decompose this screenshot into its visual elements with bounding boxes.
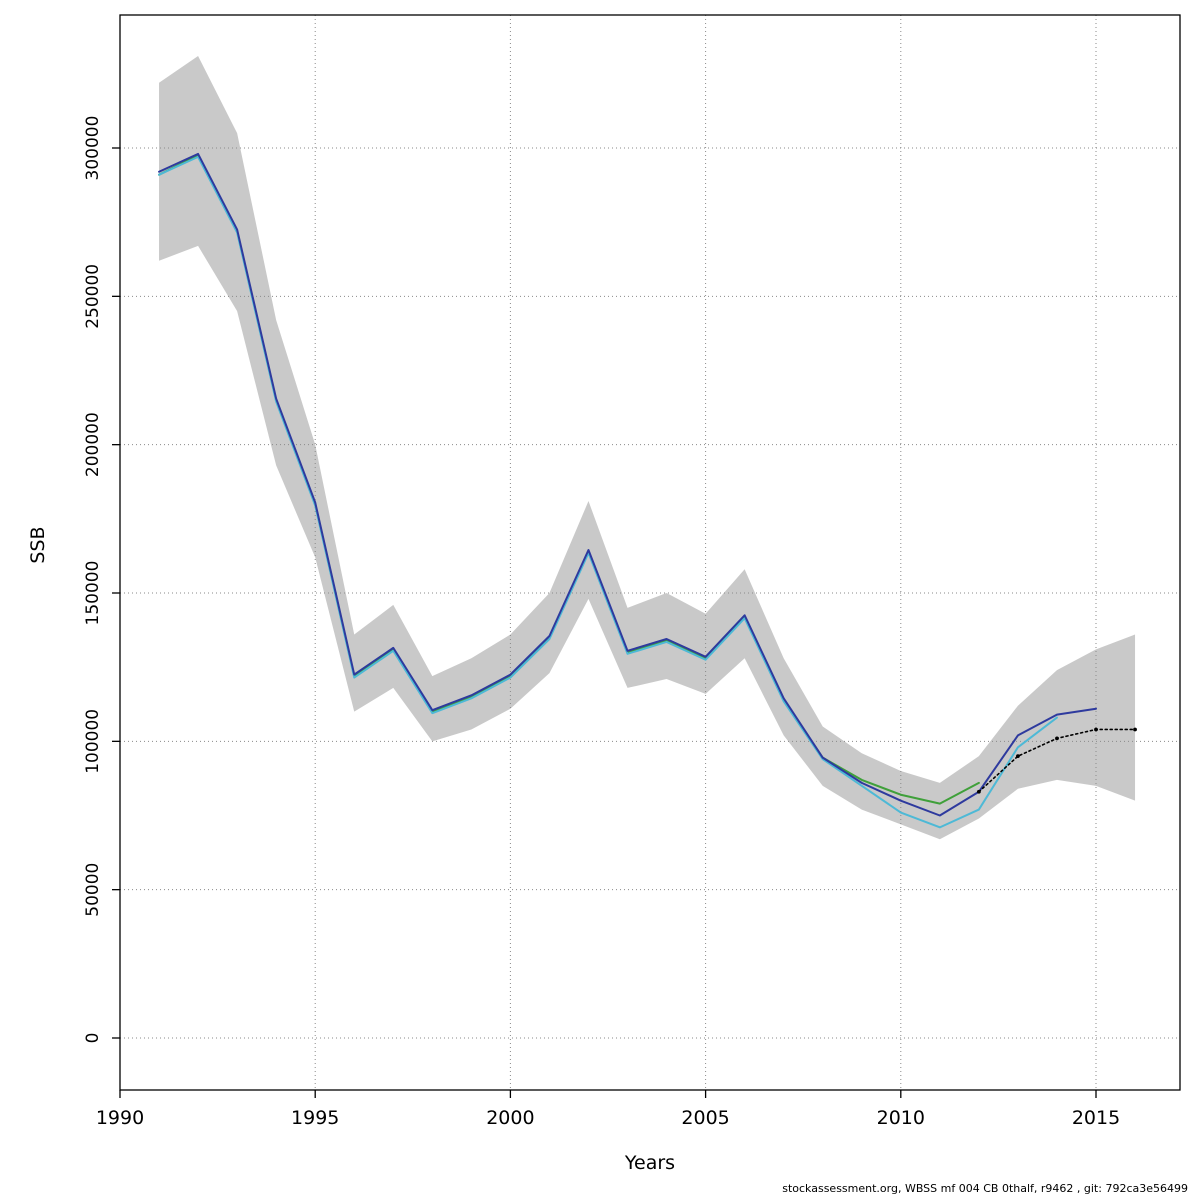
y-tick-label: 300000 xyxy=(83,116,103,181)
x-tick-label: 1995 xyxy=(291,1107,339,1129)
y-tick-label: 50000 xyxy=(83,863,103,917)
x-tick-label: 2000 xyxy=(486,1107,534,1129)
confidence-band xyxy=(159,56,1136,840)
retro-run-green xyxy=(158,154,980,805)
footer-caption: stockassessment.org, WBSS mf 004 CB 0tha… xyxy=(782,1182,1188,1195)
y-tick-label: 100000 xyxy=(83,709,103,774)
current-run-blue xyxy=(158,152,1097,817)
axes: 1990 1995 2000 2005 2010 2015 0 50000 100000 1500… xyxy=(83,116,1120,1129)
y-tick-label: 150000 xyxy=(83,561,103,626)
x-tick-label: 2010 xyxy=(877,1107,925,1129)
x-tick-label: 1990 xyxy=(96,1107,144,1129)
y-tick-label: 200000 xyxy=(83,412,103,477)
forecast-median xyxy=(976,727,1137,794)
x-tick-label: 2015 xyxy=(1072,1107,1120,1129)
x-tick-label: 2005 xyxy=(681,1107,729,1129)
y-tick-label: 250000 xyxy=(83,264,103,329)
grid-lines xyxy=(119,15,1180,1090)
y-tick-label: 0 xyxy=(83,1033,103,1044)
plot-border xyxy=(119,14,1181,1091)
x-axis-label: Years xyxy=(624,1152,676,1174)
retro-run-cyan xyxy=(158,155,1058,829)
y-axis-label: SSB xyxy=(27,526,49,564)
